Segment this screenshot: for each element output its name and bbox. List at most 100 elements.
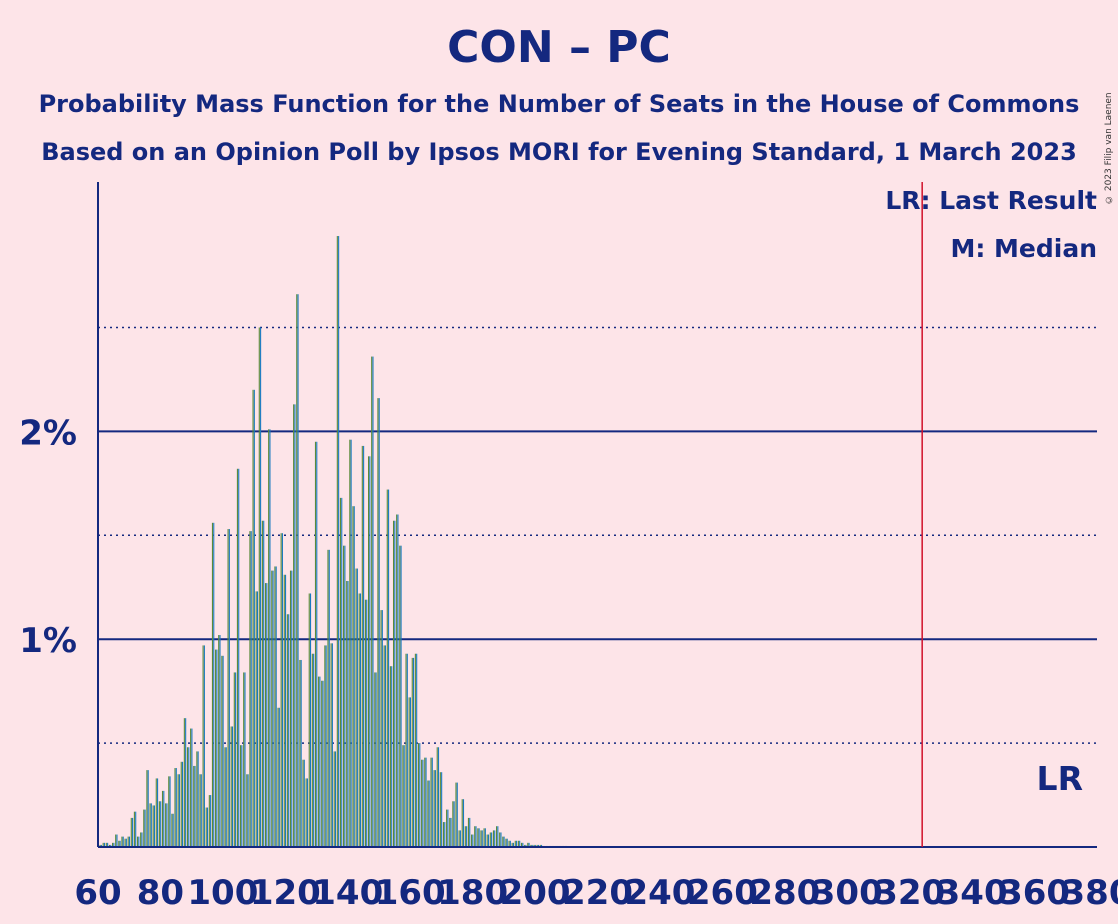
bar-green — [183, 718, 185, 847]
bar-green — [202, 645, 204, 847]
bar-blue — [194, 765, 196, 847]
bar-green — [277, 707, 279, 847]
bar-blue — [444, 822, 446, 847]
y-tick-label: 2% — [19, 413, 77, 453]
bar-green — [449, 817, 451, 847]
bar-blue — [206, 807, 209, 847]
bar-green — [224, 747, 226, 847]
bar-blue — [256, 591, 259, 847]
bar-blue — [484, 828, 486, 847]
bar-green — [99, 844, 101, 847]
bar-green — [252, 389, 254, 847]
bar-green — [471, 834, 473, 847]
bar-green — [186, 747, 189, 847]
bar-blue — [478, 828, 480, 847]
bar-blue — [453, 801, 455, 847]
bar-blue — [519, 840, 521, 847]
bar-blue — [225, 747, 227, 847]
bar-green — [271, 570, 273, 847]
bar-green — [371, 356, 373, 847]
bar-green — [508, 840, 510, 847]
bar-green — [227, 529, 229, 847]
bar-blue — [300, 659, 302, 847]
bar-blue — [119, 840, 121, 847]
bar-green — [505, 838, 507, 847]
bar-blue — [272, 570, 274, 847]
bar-blue — [525, 844, 527, 847]
bar-green — [358, 593, 360, 847]
lr-marker-label: LR — [1037, 759, 1083, 798]
bar-green — [302, 759, 304, 847]
bar-green — [158, 801, 160, 847]
bar-blue — [456, 782, 458, 847]
bar-green — [430, 757, 432, 847]
bar-blue — [450, 817, 452, 847]
x-tick-label: 280 — [749, 873, 820, 913]
bar-green — [480, 830, 482, 848]
bar-green — [190, 728, 192, 847]
bar-blue — [216, 649, 218, 847]
bar-green — [299, 659, 301, 847]
bar-green — [517, 840, 519, 847]
bar-blue — [297, 294, 299, 848]
bar-blue — [110, 844, 112, 847]
bar-green — [177, 774, 179, 847]
bar-green — [455, 782, 457, 847]
bar-blue — [350, 439, 352, 847]
legend-last-result: LR: Last Result — [885, 186, 1097, 215]
bar-green — [243, 672, 245, 847]
bar-green — [133, 811, 135, 847]
bar-green — [274, 566, 276, 847]
bar-green — [311, 653, 313, 847]
bar-blue — [291, 570, 293, 847]
x-tick-label: 300 — [812, 873, 883, 913]
bar-green — [168, 776, 170, 847]
bar-blue — [247, 774, 249, 847]
bar-blue — [541, 844, 543, 847]
bar-blue — [531, 844, 533, 847]
bar-blue — [434, 770, 436, 847]
bar-green — [402, 745, 404, 847]
bar-blue — [338, 236, 340, 847]
bar-green — [215, 649, 217, 847]
bar-blue — [459, 830, 461, 848]
bar-green — [136, 836, 139, 847]
bar-green — [146, 770, 148, 847]
bar-blue — [128, 836, 131, 847]
bar-green — [236, 468, 238, 847]
bar-green — [539, 844, 541, 847]
bar-green — [211, 522, 214, 847]
bar-blue — [391, 666, 393, 847]
bar-blue — [500, 832, 502, 847]
axes — [97, 182, 1097, 848]
bar-blue — [203, 645, 205, 847]
bar-green — [230, 726, 232, 847]
bar-green — [246, 774, 248, 847]
bar-blue — [428, 780, 430, 847]
bar-blue — [113, 842, 115, 847]
bar-green — [171, 813, 173, 847]
bar-blue — [366, 599, 368, 847]
bar-blue — [381, 610, 383, 847]
bar-blue — [210, 795, 212, 847]
x-tick-label: 200 — [500, 873, 571, 913]
bar-blue — [253, 389, 255, 847]
x-tick-label: 360 — [999, 873, 1070, 913]
x-tick-label: 140 — [312, 873, 383, 913]
bar-green — [268, 429, 270, 847]
bar-green — [536, 844, 538, 847]
bar-green — [392, 520, 395, 847]
bar-blue — [125, 838, 127, 847]
bar-green — [286, 614, 288, 847]
bar-green — [296, 294, 298, 848]
bar-blue — [250, 531, 252, 848]
x-tick-label: 240 — [624, 873, 695, 913]
bar-blue — [447, 809, 449, 847]
bars — [99, 236, 568, 848]
bar-blue — [331, 643, 333, 847]
bar-blue — [512, 842, 515, 847]
bar-green — [349, 439, 351, 847]
bar-blue — [153, 805, 155, 847]
bar-green — [255, 591, 257, 847]
bar-blue — [150, 803, 152, 847]
